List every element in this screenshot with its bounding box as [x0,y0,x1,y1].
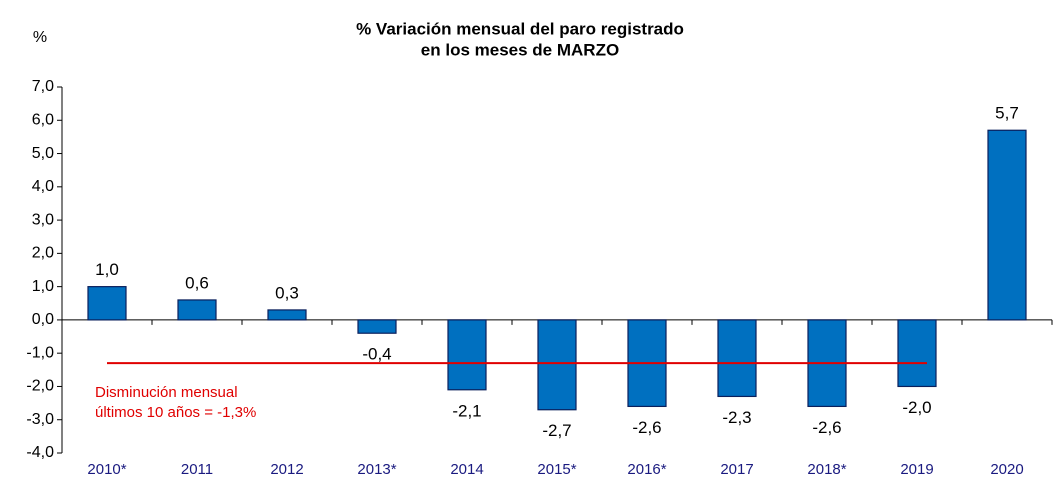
y-tick-label: -4,0 [26,444,54,461]
data-label: -2,6 [812,418,841,437]
average-annotation: últimos 10 años = -1,3% [95,404,256,421]
data-label: 1,0 [95,260,119,279]
bar [987,129,1027,321]
y-tick-label: 7,0 [32,78,54,95]
data-label: 5,7 [995,104,1019,123]
y-tick-label: 1,0 [32,278,54,295]
x-tick-label: 2018* [807,461,846,478]
data-label: -2,6 [632,418,661,437]
data-label: 0,6 [185,273,209,292]
bar [897,319,937,388]
y-tick-label: 4,0 [32,178,54,195]
x-tick-label: 2011 [181,461,213,478]
bar [357,319,397,334]
data-label: -2,0 [902,398,931,417]
bar [87,286,127,321]
y-axis-label: % [33,29,47,46]
chart-title: % Variación mensual del paro registrado [356,19,684,38]
data-label: 0,3 [275,283,299,302]
data-label: -0,4 [362,345,391,364]
bar [177,299,217,321]
data-label: -2,1 [452,401,481,420]
data-label: -2,3 [722,408,751,427]
x-tick-label: 2010* [87,461,126,478]
x-tick-label: 2015* [537,461,576,478]
y-tick-label: 0,0 [32,311,54,328]
x-tick-label: 2016* [627,461,666,478]
x-tick-label: 2012 [270,461,303,478]
y-tick-label: -1,0 [26,344,54,361]
bar [537,319,577,411]
bar [267,309,307,321]
y-tick-label: 5,0 [32,145,54,162]
x-tick-label: 2017 [720,461,753,478]
y-tick-label: -3,0 [26,411,54,428]
y-tick-label: 2,0 [32,245,54,262]
x-tick-label: 2013* [357,461,396,478]
chart-title: en los meses de MARZO [421,40,619,59]
data-label: -2,7 [542,421,571,440]
bar [717,319,757,398]
x-tick-label: 2014 [450,461,483,478]
average-annotation: Disminución mensual [95,384,238,401]
y-tick-label: 6,0 [32,111,54,128]
x-tick-label: 2020 [990,461,1023,478]
bar [447,319,487,391]
y-tick-label: -2,0 [26,378,54,395]
y-tick-label: 3,0 [32,211,54,228]
x-tick-label: 2019 [900,461,933,478]
